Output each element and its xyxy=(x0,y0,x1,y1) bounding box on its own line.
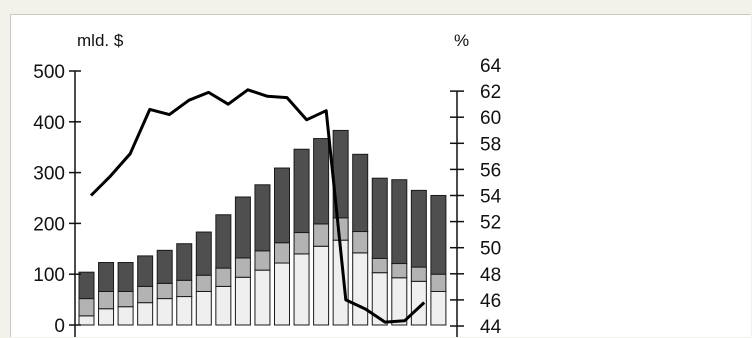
bar-segment xyxy=(371,177,388,259)
bar-segment xyxy=(352,153,369,233)
bar-segment xyxy=(195,290,212,326)
bar-segment xyxy=(156,282,173,300)
bar-segment xyxy=(430,273,447,292)
right-tick-label: 48 xyxy=(480,265,501,286)
bar-segment xyxy=(254,250,271,271)
bar-segment xyxy=(215,267,232,287)
bar-segment xyxy=(98,262,115,292)
bar-segment xyxy=(254,184,271,252)
bar-segment xyxy=(137,302,154,326)
right-tick-label: 54 xyxy=(480,187,502,208)
bar-segment xyxy=(430,194,447,275)
bar-segment xyxy=(313,138,330,225)
bar-segment xyxy=(78,298,95,317)
bar-segment xyxy=(195,231,212,276)
left-tick-label: 500 xyxy=(33,62,65,83)
left-tick-label: 100 xyxy=(33,265,65,286)
right-tick-label: 58 xyxy=(480,134,501,155)
bar-segment xyxy=(274,262,290,326)
left-tick-label: 400 xyxy=(33,113,65,134)
stacked-bars xyxy=(78,129,447,326)
right-tick-label: 46 xyxy=(480,291,501,312)
bar-segment xyxy=(137,255,154,287)
right-axis-unit: % xyxy=(454,31,469,50)
right-axis-ticks: 44 46 48 50 52 54 56 58 60 62 64 xyxy=(450,56,502,337)
bar-segment xyxy=(176,279,193,298)
bar-segment xyxy=(215,285,232,326)
bar-segment xyxy=(234,257,251,278)
right-tick-label: 44 xyxy=(480,317,502,337)
bar-segment xyxy=(78,271,95,300)
bar-segment xyxy=(371,257,388,274)
bar-segment xyxy=(215,214,232,269)
bar-segment xyxy=(410,189,427,268)
bar-segment xyxy=(391,277,408,326)
bar-segment xyxy=(156,298,173,326)
bar-segment xyxy=(117,262,134,292)
bar-segment xyxy=(176,296,193,326)
bar-segment xyxy=(430,290,447,326)
bar-segment xyxy=(391,179,408,265)
bar-segment xyxy=(293,148,310,234)
bar-segment xyxy=(391,263,408,279)
right-tick-label: 52 xyxy=(480,213,501,234)
bar-segment xyxy=(195,274,212,292)
bar-segment xyxy=(234,196,251,259)
bar-segment xyxy=(274,242,290,264)
bar-segment xyxy=(293,232,310,255)
right-tick-label: 64 xyxy=(480,56,502,77)
left-tick-label: 0 xyxy=(54,316,65,337)
bar-segment xyxy=(293,253,310,326)
bar-segment xyxy=(410,266,427,282)
bar-segment xyxy=(98,290,115,310)
bar-segment xyxy=(254,269,271,326)
axes xyxy=(74,71,458,337)
left-axis-unit: mld. $ xyxy=(77,31,124,50)
bar-segment xyxy=(313,223,330,247)
left-tick-label: 300 xyxy=(33,164,65,185)
line-path xyxy=(89,88,426,324)
bar-segment xyxy=(352,231,369,254)
right-tick-label: 62 xyxy=(480,82,501,103)
line-series xyxy=(89,88,426,324)
left-axis-ticks: 0 100 200 300 400 500 xyxy=(33,62,81,337)
bar-segment xyxy=(117,290,134,308)
right-tick-label: 56 xyxy=(480,160,501,181)
bar-segment xyxy=(234,276,251,326)
bar-segment xyxy=(78,315,95,326)
right-tick-label: 60 xyxy=(480,108,501,129)
bar-segment xyxy=(352,252,369,326)
right-tick-label: 50 xyxy=(480,239,501,260)
bar-segment xyxy=(156,249,173,284)
chart-frame: 0 100 200 300 400 500 44 46 48 50 52 54 56 58 60 62 64 … xyxy=(10,14,751,337)
bar-segment xyxy=(117,306,134,326)
bar-segment xyxy=(176,243,193,281)
bar-segment xyxy=(313,245,330,326)
left-tick-label: 200 xyxy=(33,214,65,235)
bar-segment xyxy=(137,285,154,304)
bar-segment xyxy=(98,308,115,326)
bar-segment xyxy=(274,167,290,244)
